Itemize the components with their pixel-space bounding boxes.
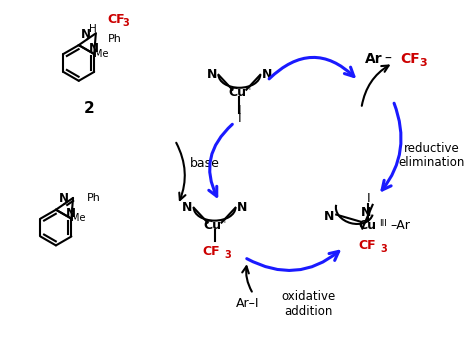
Text: reductive: reductive (404, 142, 460, 155)
Text: 2: 2 (83, 101, 94, 116)
Text: Cu: Cu (204, 219, 222, 232)
Text: Cu: Cu (358, 219, 376, 232)
Text: N: N (89, 42, 99, 55)
Text: 3: 3 (123, 18, 129, 29)
Text: I: I (237, 104, 242, 117)
Text: N: N (58, 193, 68, 205)
Text: CF: CF (400, 52, 420, 66)
Text: oxidative: oxidative (282, 290, 336, 303)
Text: N: N (206, 68, 217, 81)
Text: N: N (66, 207, 76, 220)
Text: Me: Me (71, 213, 85, 223)
Text: Ar–I: Ar–I (236, 297, 259, 310)
Text: N: N (82, 28, 91, 41)
Text: CF: CF (108, 13, 125, 26)
Text: N: N (360, 206, 371, 219)
Text: CF: CF (358, 239, 376, 252)
Text: I: I (366, 192, 370, 205)
Text: N: N (324, 210, 335, 223)
Text: Ph: Ph (108, 34, 122, 44)
Text: 3: 3 (380, 244, 387, 254)
Text: addition: addition (284, 305, 333, 318)
Text: N: N (182, 201, 192, 214)
Text: Ph: Ph (87, 193, 101, 203)
Text: ᴵ: ᴵ (248, 86, 250, 96)
Text: Me: Me (94, 49, 108, 58)
Text: base: base (190, 157, 219, 170)
Text: –: – (385, 52, 392, 66)
Text: –Ar: –Ar (390, 219, 410, 232)
Text: 3: 3 (419, 58, 427, 68)
Text: H: H (90, 24, 97, 34)
Text: elimination: elimination (399, 156, 465, 169)
Text: N: N (237, 201, 247, 214)
Text: I: I (237, 112, 241, 125)
Text: 3: 3 (225, 250, 231, 260)
Text: N: N (262, 68, 273, 81)
Text: III: III (379, 219, 387, 228)
Text: Ar: Ar (365, 52, 383, 66)
Text: ᴵ: ᴵ (224, 219, 225, 228)
Text: Cu: Cu (228, 86, 246, 99)
Text: CF: CF (203, 245, 220, 258)
